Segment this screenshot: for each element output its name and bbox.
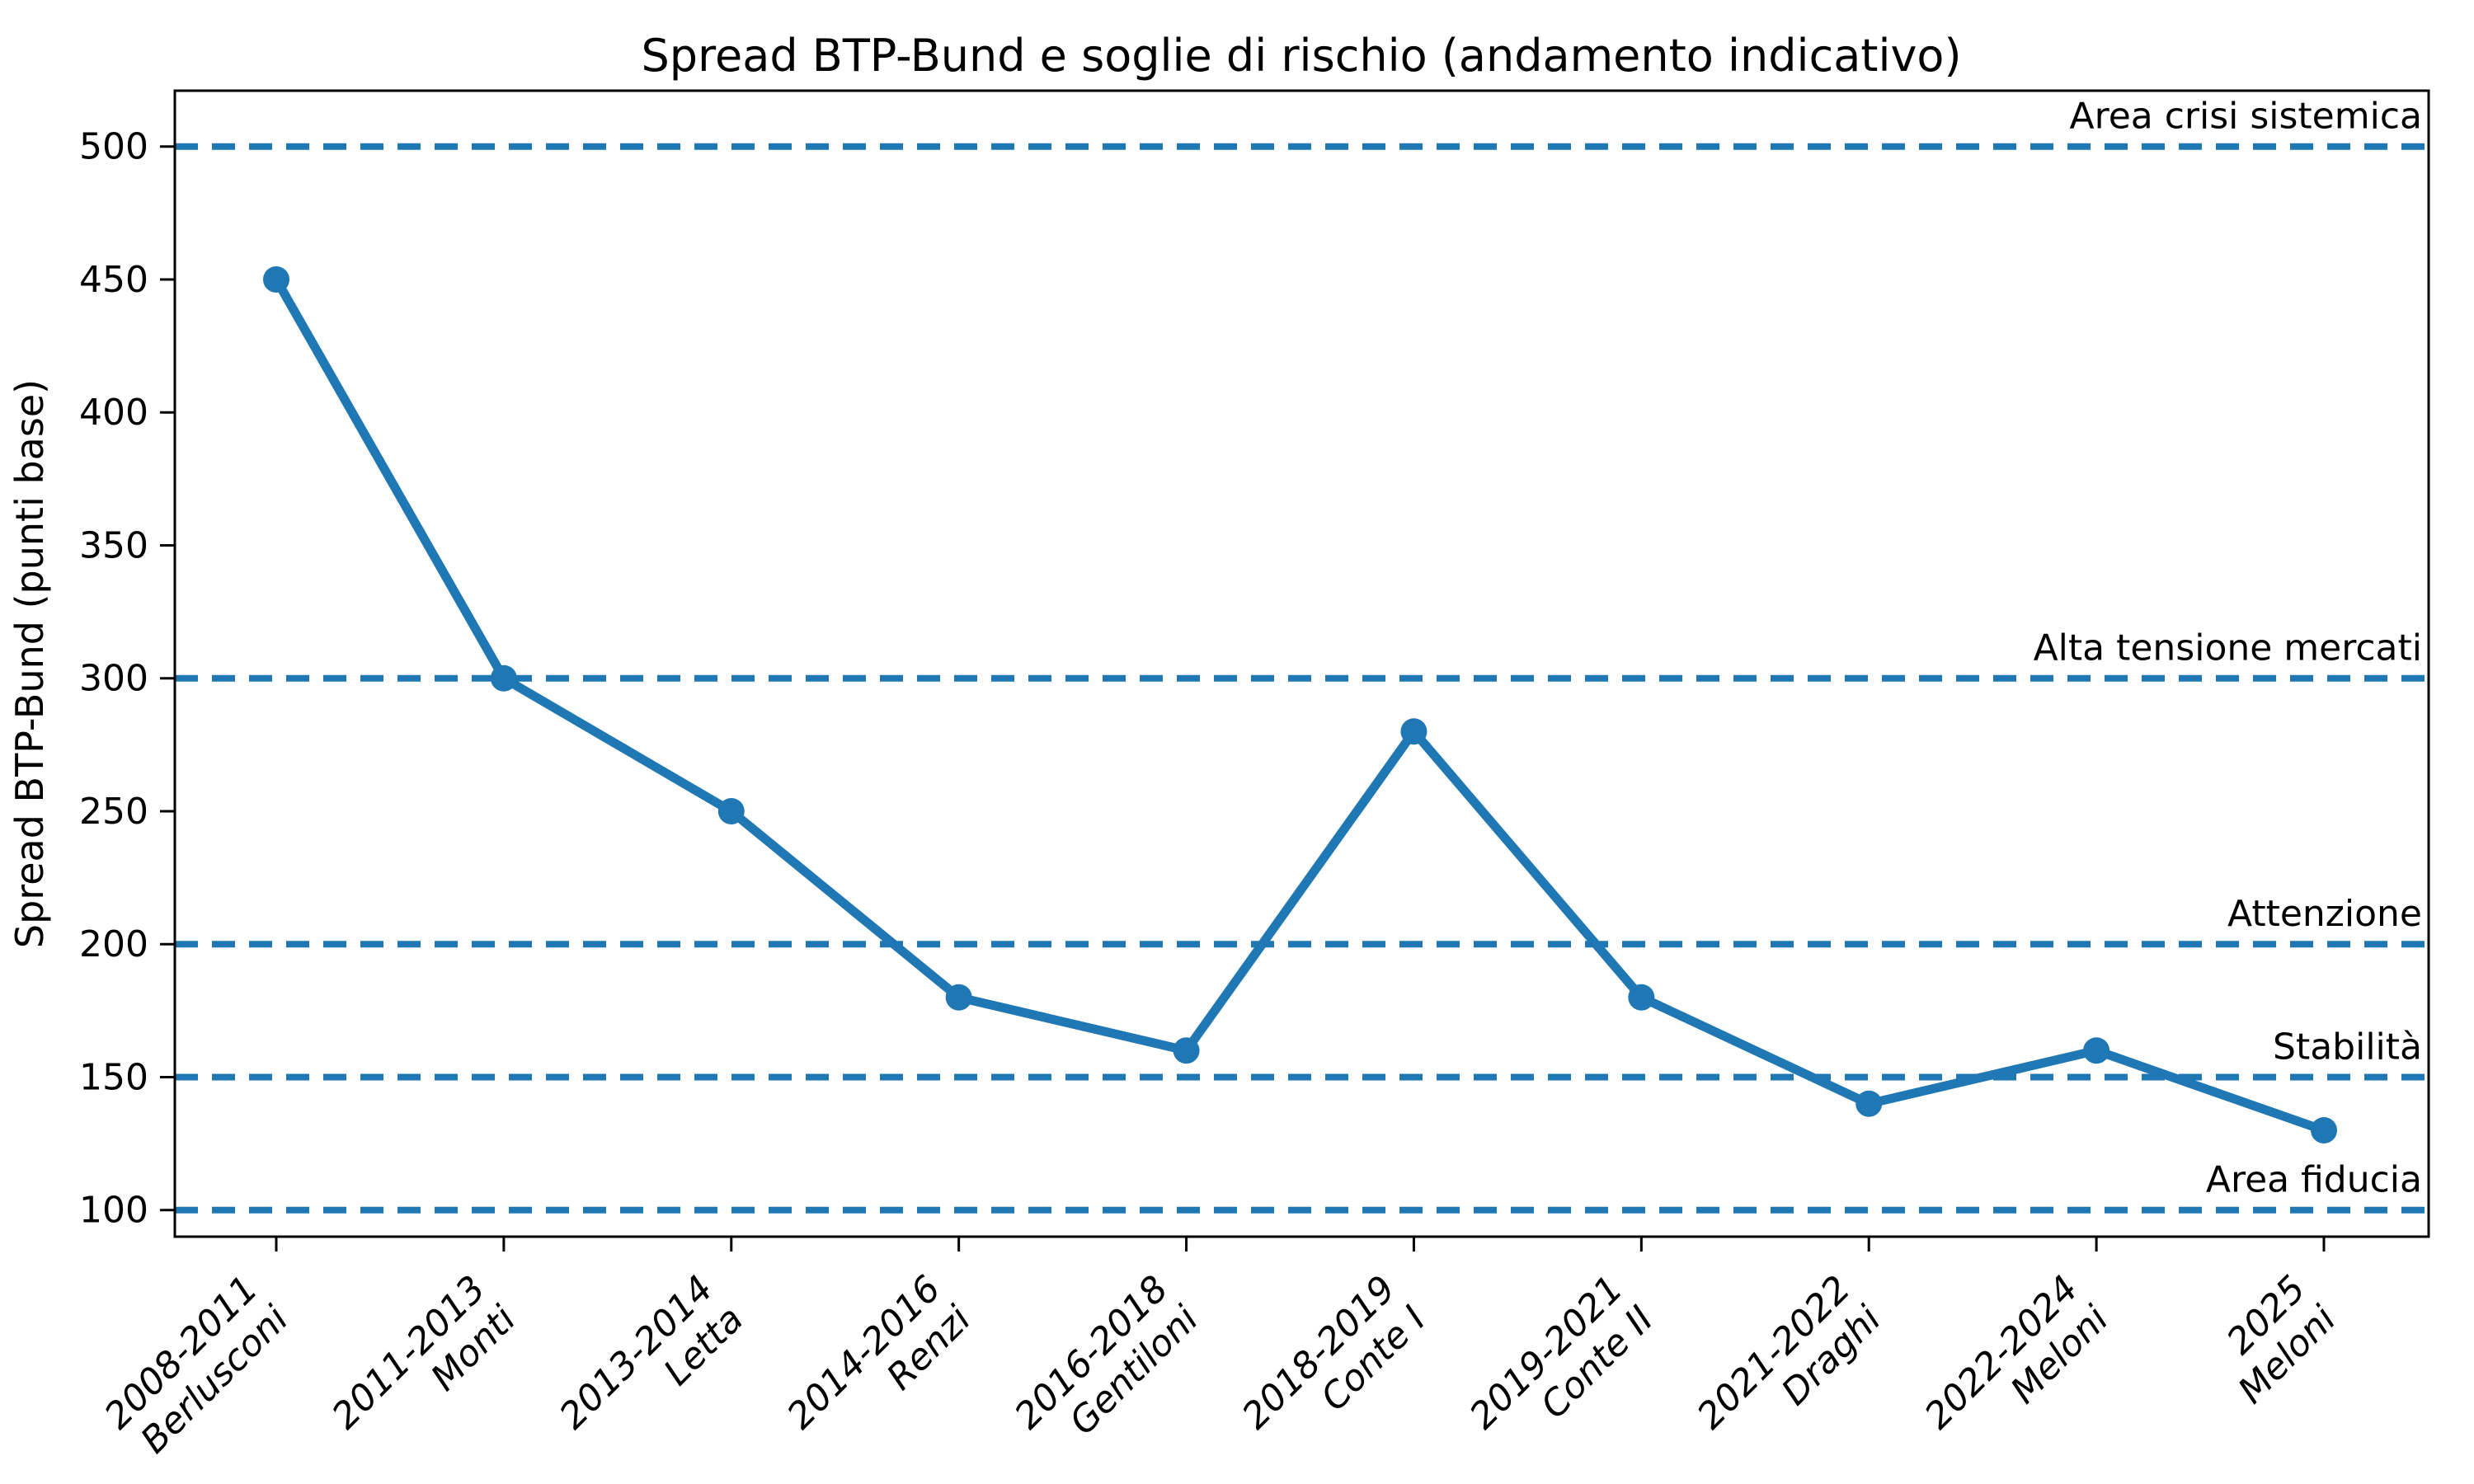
- y-axis: 100 150 200 250 300 350 400 450 500: [79, 126, 175, 1232]
- plot-border: [173, 89, 2430, 1238]
- data-point-marker: [1628, 984, 1655, 1011]
- threshold-label: Area crisi sistemica: [2069, 96, 2422, 138]
- data-point-marker: [1400, 718, 1427, 745]
- threshold-label: Stabilità: [2273, 1026, 2422, 1068]
- y-tick-label: 350: [79, 524, 148, 566]
- y-tick-label: 100: [79, 1190, 148, 1232]
- x-tick-label: 2013-2014Letta: [552, 1268, 751, 1468]
- y-tick-label: 150: [79, 1056, 148, 1098]
- y-axis-label: Spread BTP-Bund (punti base): [7, 379, 52, 948]
- x-tick-label: 2008-2011Berlusconi: [96, 1267, 297, 1468]
- data-point-marker: [1856, 1090, 1883, 1117]
- data-point-marker: [2311, 1116, 2337, 1144]
- spread-line: [271, 275, 2329, 1135]
- data-point-marker: [717, 797, 745, 824]
- x-tick-label: 2016-2018Gentiloni: [1007, 1267, 1207, 1468]
- x-tick-label: 2025Meloni: [2200, 1267, 2345, 1411]
- x-tick-label: 2014-2016Renzi: [779, 1267, 980, 1468]
- y-tick-label: 200: [79, 923, 148, 965]
- y-tick-label: 300: [79, 658, 148, 700]
- threshold-label: Alta tensione mercati: [2034, 627, 2422, 669]
- y-tick-label: 250: [79, 791, 148, 833]
- threshold-label: Area fiducia: [2206, 1159, 2422, 1201]
- plot-border-group: [173, 89, 2430, 1238]
- data-point-marker: [490, 665, 517, 692]
- y-tick-label: 400: [79, 392, 148, 434]
- y-tick-label: 500: [79, 126, 148, 168]
- y-tick-label: 450: [79, 259, 148, 301]
- x-tick-label: 2018-2019Conte I: [1235, 1268, 1434, 1468]
- x-tick-label: 2011-2013Monti: [324, 1267, 524, 1468]
- x-tick-label: 2022-2024Meloni: [1917, 1267, 2117, 1468]
- x-tick-label: 2019-2021Conte II: [1461, 1268, 1661, 1468]
- x-axis: 2008-2011Berlusconi 2011-2013Monti 2013-20…: [96, 1237, 2345, 1468]
- data-point-marker: [2083, 1037, 2110, 1064]
- threshold-label: Attenzione: [2227, 893, 2422, 935]
- x-tick-label: 2021-2022Draghi: [1689, 1267, 1889, 1468]
- chart-title: Spread BTP-Bund e soglie di rischio (and…: [641, 30, 1961, 82]
- data-point-marker: [945, 984, 972, 1011]
- threshold-labels: Area crisi sistemica Alta tensione mercat…: [2034, 96, 2422, 1201]
- data-point-marker: [263, 265, 289, 293]
- threshold-lines: [175, 143, 2429, 1214]
- data-point-marker: [1173, 1037, 1200, 1064]
- series-group: [263, 265, 2337, 1144]
